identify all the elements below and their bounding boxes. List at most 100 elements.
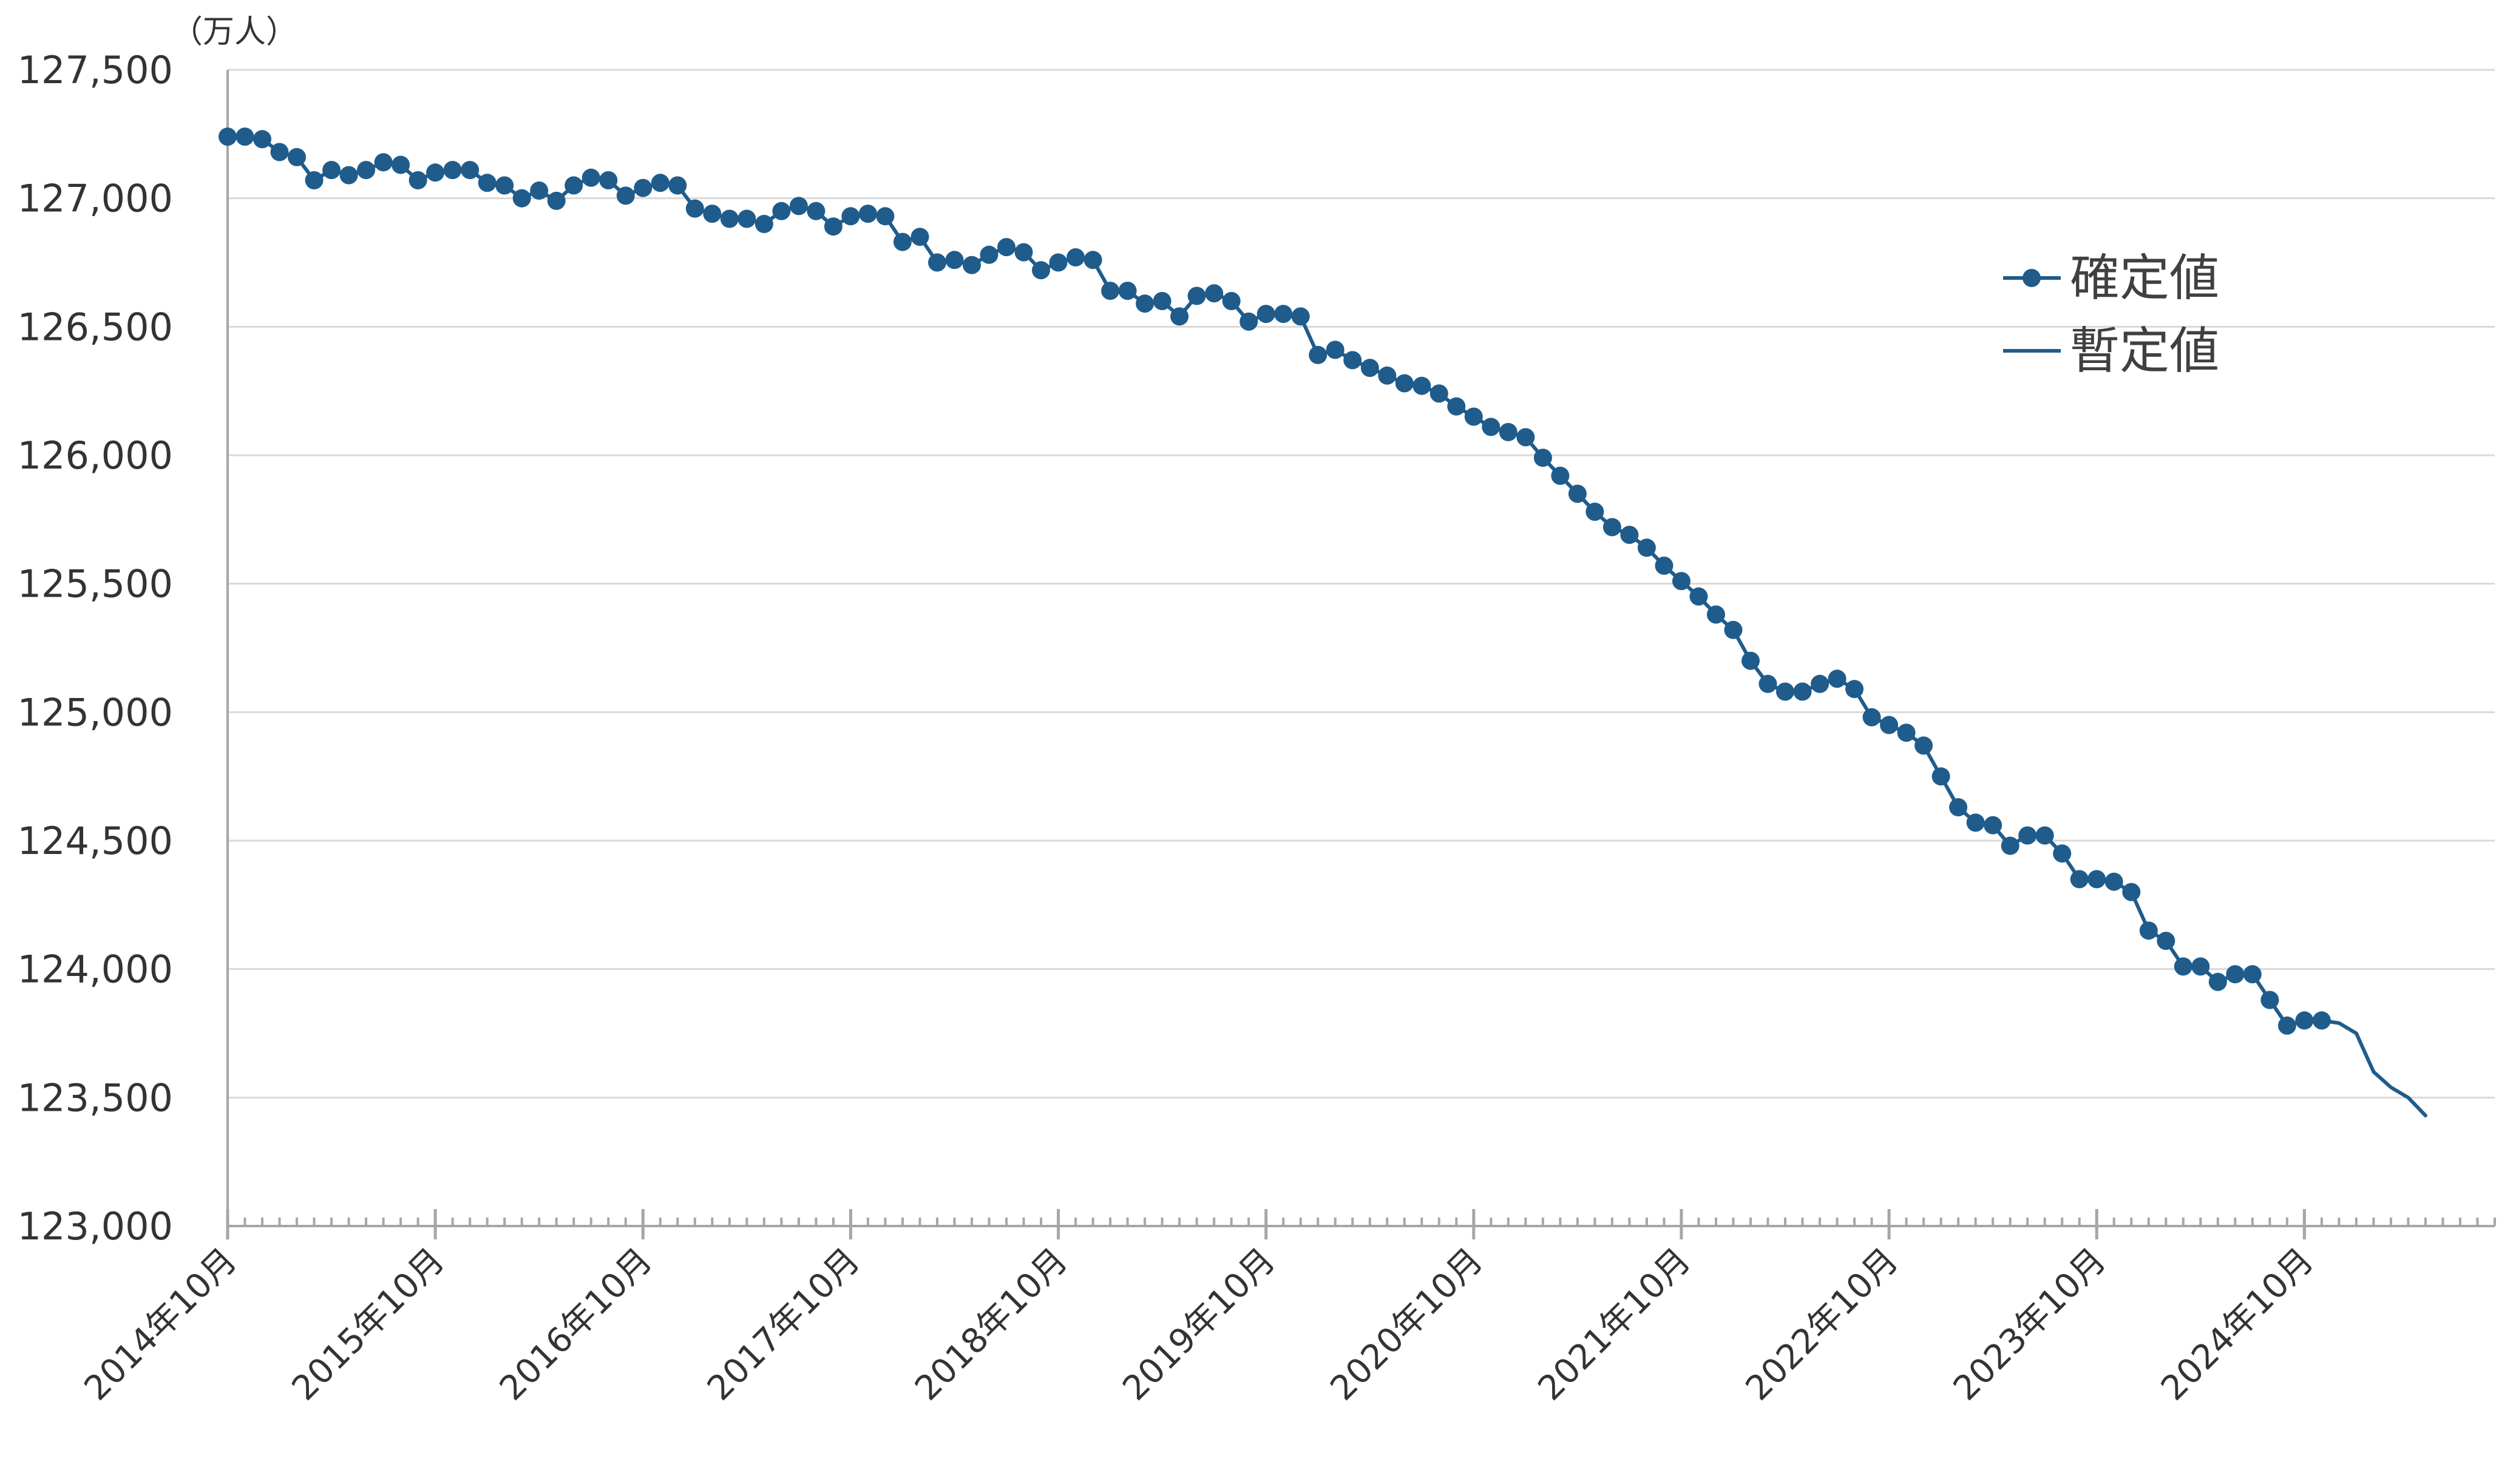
data-point	[322, 161, 341, 180]
data-point	[634, 178, 653, 197]
data-point	[219, 127, 237, 146]
data-point	[1914, 736, 1933, 755]
data-point	[2001, 836, 2019, 855]
series-line-0	[226, 135, 2324, 1028]
data-point	[1256, 305, 1275, 324]
x-tick-label: 2019年10月	[1115, 1241, 1283, 1408]
data-point	[1949, 798, 1968, 816]
data-point	[754, 215, 773, 233]
data-point	[1776, 682, 1794, 701]
y-tick-label: 123,500	[18, 1076, 173, 1120]
data-point	[1758, 674, 1777, 693]
x-tick-label: 2024年10月	[2154, 1241, 2321, 1408]
data-point	[2174, 957, 2192, 976]
x-tick-label: 2018年10月	[907, 1241, 1075, 1408]
legend-marker	[2023, 269, 2041, 287]
data-point	[824, 217, 843, 236]
data-point	[512, 189, 531, 208]
x-tick-label: 2021年10月	[1531, 1241, 1698, 1408]
data-point	[236, 127, 254, 146]
data-point	[1309, 345, 1328, 364]
data-point	[1585, 503, 1604, 521]
data-point	[2191, 957, 2210, 976]
data-point	[685, 199, 704, 218]
data-point	[2035, 826, 2054, 845]
data-point	[703, 205, 722, 223]
data-point	[738, 209, 756, 228]
data-point	[547, 191, 566, 210]
data-point	[2018, 826, 2037, 845]
data-point	[1239, 312, 1258, 331]
x-tick-label: 2015年10月	[285, 1241, 452, 1408]
legend-label: 確定値	[2070, 249, 2219, 307]
data-point	[980, 245, 999, 264]
y-tick-label: 125,000	[18, 690, 173, 734]
data-point	[720, 209, 739, 228]
data-point	[1447, 397, 1466, 416]
data-point	[1274, 305, 1293, 324]
data-point	[1931, 767, 1950, 786]
data-point	[1049, 253, 1068, 272]
data-point	[2157, 932, 2175, 950]
tick-labels: 123,000 123,500 124,000 124,500 125,000 125,5…	[18, 48, 2322, 1408]
x-tick-label: 2022年10月	[1738, 1241, 1906, 1408]
data-point	[409, 171, 427, 189]
data-point	[305, 171, 324, 189]
data-point	[1689, 587, 1708, 606]
data-point	[1862, 708, 1881, 727]
data-point	[963, 256, 981, 274]
data-point	[1672, 572, 1690, 591]
data-point	[1966, 813, 1985, 832]
data-point	[2053, 844, 2072, 863]
data-point	[910, 228, 929, 246]
x-tick-label: 2023年10月	[1946, 1241, 2114, 1408]
y-tick-label: 126,500	[18, 305, 173, 349]
y-tick-label: 127,000	[18, 177, 173, 221]
data-point	[270, 143, 289, 161]
data-point	[1378, 366, 1397, 385]
data-point	[1655, 557, 1673, 575]
data-point	[997, 238, 1016, 257]
y-tick-label: 125,500	[18, 562, 173, 606]
data-point	[928, 253, 946, 272]
data-point	[772, 202, 791, 220]
data-point	[2087, 870, 2106, 889]
data-point	[461, 161, 480, 180]
data-point	[565, 176, 583, 195]
data-point	[1793, 682, 1812, 701]
data-point	[1429, 384, 1448, 403]
data-point	[1880, 716, 1899, 734]
data-point	[1533, 449, 1552, 467]
data-point	[1187, 286, 1206, 305]
data-point	[599, 171, 618, 189]
data-point	[1205, 284, 1224, 303]
x-tick-label: 2017年10月	[700, 1241, 867, 1408]
data-point	[253, 130, 271, 149]
axes	[226, 70, 2496, 1239]
x-tick-label: 2016年10月	[492, 1241, 660, 1408]
data-point	[339, 166, 358, 185]
y-tick-label: 126,000	[18, 433, 173, 478]
data-point	[1343, 351, 1362, 370]
data-point	[1707, 605, 1725, 624]
data-point	[1291, 307, 1310, 326]
data-point	[1828, 669, 1846, 688]
data-point	[288, 147, 306, 166]
data-point	[876, 207, 895, 226]
data-point	[1482, 418, 1500, 436]
data-point	[668, 176, 687, 195]
data-point	[2295, 1011, 2314, 1030]
data-point	[1724, 620, 1743, 639]
data-point	[1845, 680, 1864, 699]
legend-label: 暫定値	[2070, 322, 2219, 380]
data-point	[1620, 526, 1639, 544]
data-point	[893, 232, 912, 251]
data-point	[392, 155, 410, 174]
y-tick-label: 124,500	[18, 819, 173, 863]
data-point	[807, 202, 826, 220]
data-point	[1032, 261, 1050, 280]
y-tick-label: 123,000	[18, 1204, 173, 1249]
data-point	[1083, 251, 1102, 269]
